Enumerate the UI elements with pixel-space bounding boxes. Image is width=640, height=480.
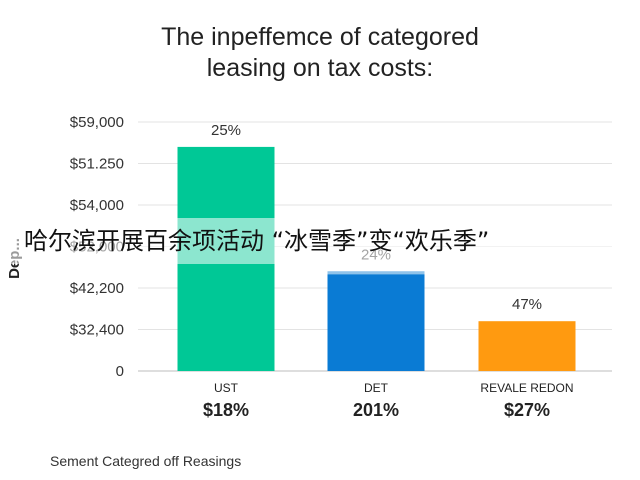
y-tick-label: $42,200 xyxy=(70,280,124,297)
y-tick-label: 0 xyxy=(116,363,124,380)
x-tick-label: UST xyxy=(214,381,239,395)
bar xyxy=(478,321,576,371)
y-tick-label: $54,000 xyxy=(70,197,124,214)
y-tick-label: $32,400 xyxy=(70,322,124,339)
overlay-caption: 哈尔滨开展百余项活动 “冰雪季”变“欢乐季” xyxy=(24,227,490,255)
y-tick-label: $51.250 xyxy=(70,156,124,173)
bar-data-label: 47% xyxy=(512,296,542,313)
bar-data-label: 25% xyxy=(211,122,241,139)
category-value-label: $18% xyxy=(203,400,249,420)
y-tick-label: $59,000 xyxy=(70,114,124,131)
category-value-label: 201% xyxy=(353,400,399,420)
bar xyxy=(327,271,425,371)
bar-highlight xyxy=(327,271,425,275)
x-axis-title: Sement Categred off Reasings xyxy=(50,453,242,469)
chart-title-line-2: leasing on tax costs: xyxy=(206,54,434,82)
chart-title: The inpeffemce of categored leasing on t… xyxy=(0,22,640,84)
caption-band xyxy=(0,218,640,264)
category-value-label: $27% xyxy=(504,400,550,420)
x-tick-label: DET xyxy=(364,381,389,395)
chart-title-line-1: The inpeffemce of categored xyxy=(161,23,479,51)
x-tick-label: REVALE REDON xyxy=(480,381,573,395)
